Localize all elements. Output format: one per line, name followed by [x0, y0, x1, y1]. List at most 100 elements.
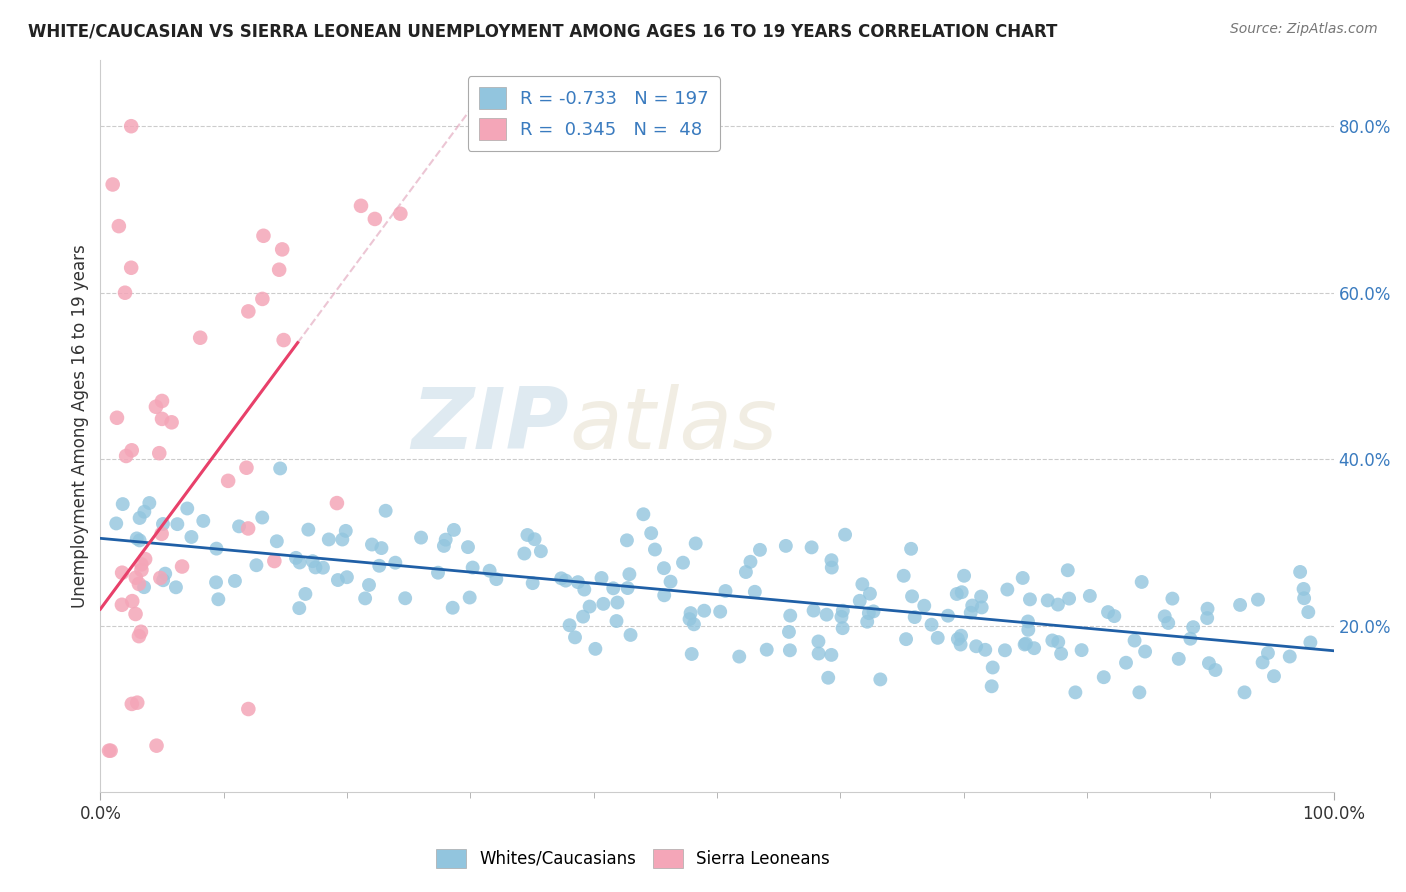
- Point: [980, 679, 1002, 693]
- Point: [950, 629, 973, 643]
- Point: [238, 304, 260, 318]
- Point: [461, 560, 484, 574]
- Point: [927, 631, 949, 645]
- Point: [443, 523, 465, 537]
- Point: [900, 541, 922, 556]
- Point: [1167, 652, 1189, 666]
- Point: [457, 540, 479, 554]
- Point: [869, 673, 891, 687]
- Point: [1104, 609, 1126, 624]
- Point: [368, 558, 391, 573]
- Point: [125, 571, 148, 585]
- Point: [950, 585, 973, 599]
- Point: [165, 580, 187, 594]
- Point: [1040, 633, 1063, 648]
- Point: [523, 533, 546, 547]
- Point: [1011, 571, 1033, 585]
- Point: [485, 572, 508, 586]
- Point: [1257, 646, 1279, 660]
- Point: [105, 410, 128, 425]
- Point: [120, 260, 142, 275]
- Point: [558, 618, 581, 632]
- Point: [849, 594, 872, 608]
- Point: [685, 536, 707, 550]
- Point: [134, 505, 156, 519]
- Point: [564, 631, 586, 645]
- Point: [960, 599, 983, 613]
- Point: [427, 566, 450, 580]
- Point: [120, 119, 142, 133]
- Point: [252, 510, 274, 524]
- Point: [901, 590, 924, 604]
- Point: [1197, 601, 1219, 615]
- Text: atlas: atlas: [569, 384, 778, 467]
- Point: [744, 584, 766, 599]
- Point: [679, 606, 702, 620]
- Point: [269, 461, 291, 475]
- Point: [152, 516, 174, 531]
- Point: [150, 412, 173, 426]
- Point: [820, 648, 842, 662]
- Point: [433, 539, 456, 553]
- Point: [1197, 611, 1219, 625]
- Point: [1097, 605, 1119, 619]
- Point: [567, 575, 589, 590]
- Point: [205, 541, 228, 556]
- Point: [312, 560, 335, 574]
- Point: [779, 643, 801, 657]
- Point: [678, 612, 700, 626]
- Point: [269, 262, 291, 277]
- Point: [176, 501, 198, 516]
- Point: [100, 744, 122, 758]
- Point: [217, 474, 239, 488]
- Point: [271, 243, 294, 257]
- Point: [434, 533, 457, 547]
- Point: [374, 504, 396, 518]
- Point: [238, 702, 260, 716]
- Point: [138, 496, 160, 510]
- Point: [1130, 574, 1153, 589]
- Point: [1229, 598, 1251, 612]
- Point: [284, 550, 307, 565]
- Point: [946, 632, 969, 646]
- Point: [894, 632, 917, 647]
- Point: [522, 576, 544, 591]
- Point: [619, 567, 641, 582]
- Point: [354, 591, 377, 606]
- Text: WHITE/CAUCASIAN VS SIERRA LEONEAN UNEMPLOYMENT AMONG AGES 16 TO 19 YEARS CORRELA: WHITE/CAUCASIAN VS SIERRA LEONEAN UNEMPL…: [28, 22, 1057, 40]
- Point: [1292, 582, 1315, 596]
- Point: [326, 573, 349, 587]
- Point: [605, 614, 627, 628]
- Point: [1036, 593, 1059, 607]
- Point: [131, 563, 153, 577]
- Point: [1056, 563, 1078, 577]
- Point: [1015, 636, 1038, 650]
- Point: [304, 560, 326, 574]
- Point: [1017, 615, 1039, 629]
- Point: [740, 555, 762, 569]
- Point: [1064, 685, 1087, 699]
- Point: [735, 565, 758, 579]
- Point: [904, 610, 927, 624]
- Point: [821, 560, 844, 574]
- Point: [820, 553, 842, 567]
- Point: [105, 516, 128, 531]
- Point: [127, 696, 149, 710]
- Point: [478, 564, 501, 578]
- Point: [205, 575, 228, 590]
- Point: [591, 571, 613, 585]
- Point: [949, 638, 972, 652]
- Point: [235, 460, 257, 475]
- Point: [1050, 647, 1073, 661]
- Point: [1161, 591, 1184, 606]
- Point: [606, 595, 628, 609]
- Point: [131, 558, 153, 572]
- Point: [572, 609, 595, 624]
- Point: [301, 554, 323, 568]
- Point: [1046, 598, 1069, 612]
- Point: [224, 574, 246, 588]
- Point: [921, 617, 943, 632]
- Point: [114, 285, 136, 300]
- Point: [830, 610, 852, 624]
- Point: [513, 547, 536, 561]
